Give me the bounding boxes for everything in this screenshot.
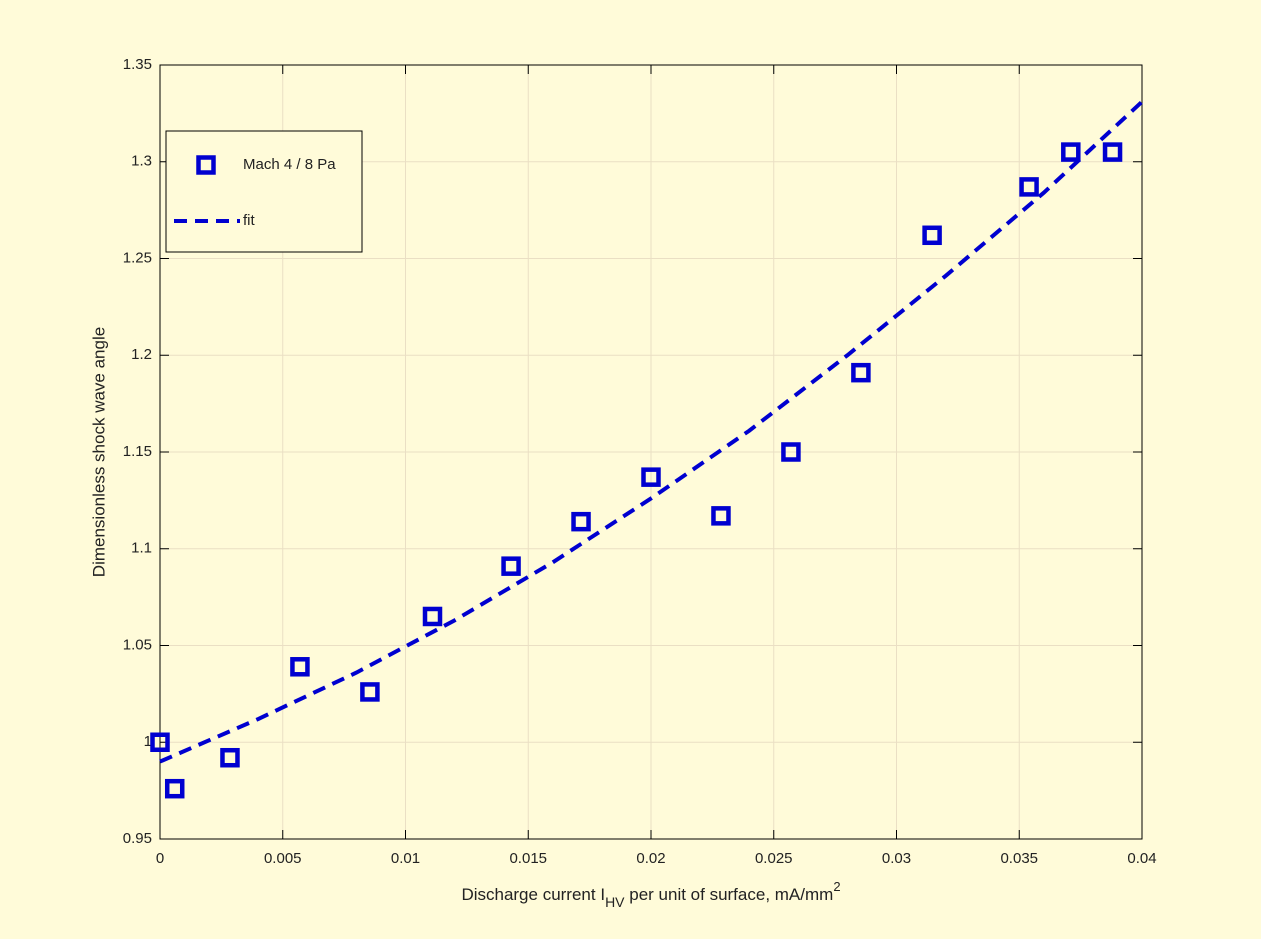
x-tick-label: 0.005 <box>264 850 302 867</box>
marker <box>164 778 185 799</box>
marker <box>922 225 942 246</box>
marker <box>1061 142 1081 162</box>
y-tick-label: 1 <box>144 733 152 750</box>
marker <box>422 606 443 627</box>
x-tick-label: 0.03 <box>882 850 911 867</box>
marker <box>360 682 380 702</box>
x-tick-label: 0.04 <box>1127 850 1156 867</box>
y-axis-label: Dimensionless shock wave angle <box>89 327 108 577</box>
legend-marker <box>196 155 216 175</box>
y-tick-label: 0.95 <box>123 830 152 847</box>
x-tick-label: 0.01 <box>391 850 420 867</box>
marker <box>711 506 731 526</box>
x-axis-label: Discharge current IHV per unit of surfac… <box>461 879 840 909</box>
x-label-text-after: per unit of surface, mA/mm <box>625 885 834 904</box>
y-tick-label: 1.35 <box>123 56 152 73</box>
marker <box>641 467 661 487</box>
fit-line <box>159 100 1144 764</box>
x-tick-label: 0.02 <box>636 850 665 867</box>
x-tick-label: 0 <box>156 850 164 867</box>
marker <box>851 362 871 383</box>
plot-frame <box>159 64 1143 840</box>
x-label-superscript: 2 <box>833 879 840 894</box>
marker <box>1102 142 1123 162</box>
marker <box>501 556 521 576</box>
x-tick-label: 0.015 <box>509 850 547 867</box>
marker <box>571 511 591 532</box>
x-tick-label: 0.035 <box>1000 850 1038 867</box>
x-label-subscript: HV <box>605 894 625 910</box>
legend-label: fit <box>243 212 256 229</box>
x-tick-label: 0.025 <box>755 850 793 867</box>
marker <box>150 732 170 752</box>
marker <box>220 747 240 768</box>
y-tick-label: 1.2 <box>131 346 152 363</box>
y-tick-label: 1.05 <box>123 636 152 653</box>
marker <box>781 442 801 462</box>
marker <box>290 657 310 677</box>
marker <box>1019 177 1039 197</box>
y-tick-label: 1.1 <box>131 540 152 557</box>
y-tick-label: 1.3 <box>131 153 152 170</box>
legend-box <box>165 130 363 253</box>
y-tick-label: 1.15 <box>123 443 152 460</box>
x-label-text: Discharge current I <box>461 885 605 904</box>
y-tick-label: 1.25 <box>123 249 152 266</box>
legend-label: Mach 4 / 8 Pa <box>243 156 336 173</box>
